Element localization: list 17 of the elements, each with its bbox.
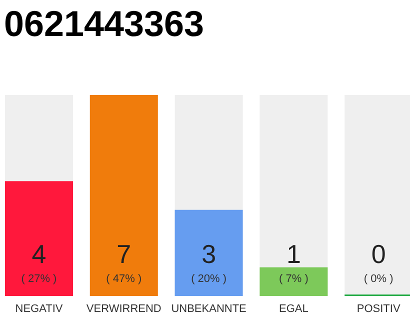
annotation: ( 20% ) [191, 273, 227, 285]
annotation: ( 7% ) [279, 273, 308, 285]
chart-title: 0621443363 [4, 3, 204, 44]
data-label: 4 [32, 239, 46, 269]
bar [260, 267, 328, 296]
annotation: ( 27% ) [21, 273, 57, 285]
data-label: 1 [286, 239, 301, 269]
x-tick-label: EGAL [279, 303, 308, 315]
x-tick-label: POSITIV [356, 303, 401, 315]
data-label: 3 [202, 239, 216, 269]
annotation: ( 47% ) [106, 273, 142, 285]
data-label: 0 [371, 239, 386, 269]
annotation: ( 0% ) [364, 273, 394, 285]
x-tick-label: UNBEKANNTE [171, 303, 246, 315]
x-tick-label: VERWIRREND [86, 303, 162, 315]
data-label: 7 [116, 239, 132, 269]
x-tick-label: NEGATIV [15, 303, 64, 315]
